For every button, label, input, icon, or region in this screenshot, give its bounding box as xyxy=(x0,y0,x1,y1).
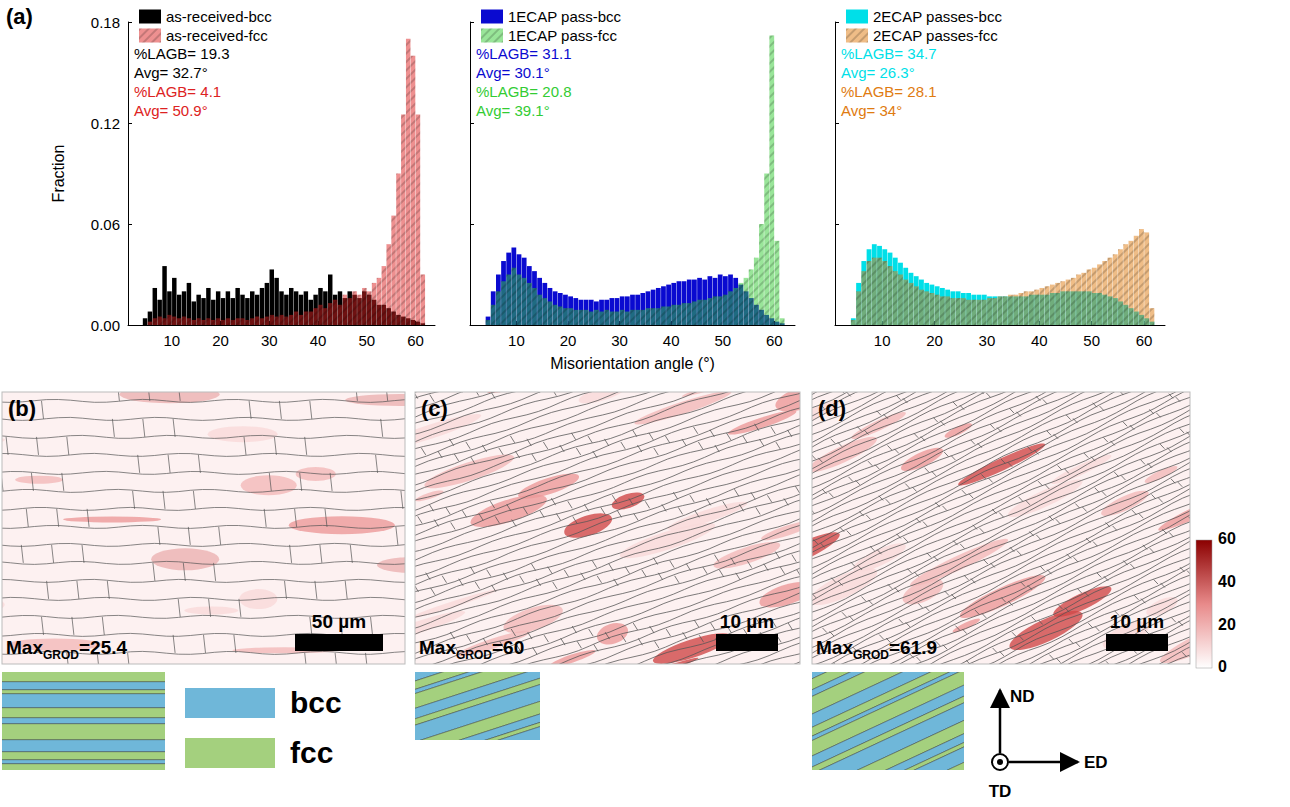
svg-text:as-received-bcc: as-received-bcc xyxy=(166,8,272,25)
svg-text:Avg= 32.7°: Avg= 32.7° xyxy=(134,64,208,81)
svg-text:Avg= 30.1°: Avg= 30.1° xyxy=(476,64,550,81)
svg-text:%LAGB= 28.1: %LAGB= 28.1 xyxy=(841,83,936,100)
svg-text:20: 20 xyxy=(212,332,229,349)
svg-text:50: 50 xyxy=(714,332,731,349)
svg-text:20: 20 xyxy=(560,332,577,349)
svg-text:MaxGROD=60: MaxGROD=60 xyxy=(419,637,524,662)
svg-text:(a): (a) xyxy=(6,4,33,29)
svg-text:20: 20 xyxy=(926,332,943,349)
svg-text:10: 10 xyxy=(164,332,181,349)
svg-text:40: 40 xyxy=(663,332,680,349)
svg-text:0.06: 0.06 xyxy=(91,216,120,233)
svg-text:(b): (b) xyxy=(8,396,36,421)
svg-text:Avg= 50.9°: Avg= 50.9° xyxy=(134,102,208,119)
svg-text:30: 30 xyxy=(979,332,996,349)
svg-text:10: 10 xyxy=(874,332,891,349)
svg-text:1ECAP pass-fcc: 1ECAP pass-fcc xyxy=(508,27,617,44)
svg-text:(c): (c) xyxy=(421,396,448,421)
svg-text:30: 30 xyxy=(261,332,278,349)
svg-text:60: 60 xyxy=(407,332,424,349)
svg-text:MaxGROD=25.4: MaxGROD=25.4 xyxy=(6,637,127,662)
svg-text:60: 60 xyxy=(1136,332,1153,349)
svg-text:0.12: 0.12 xyxy=(91,115,120,132)
svg-text:%LAGB= 34.7: %LAGB= 34.7 xyxy=(841,45,936,62)
svg-text:ED: ED xyxy=(1084,753,1108,772)
svg-text:10: 10 xyxy=(508,332,525,349)
svg-text:50: 50 xyxy=(358,332,375,349)
svg-text:MaxGROD=61.9: MaxGROD=61.9 xyxy=(816,637,937,662)
svg-text:20: 20 xyxy=(1218,616,1236,633)
svg-text:2ECAP passes-bcc: 2ECAP passes-bcc xyxy=(873,8,1002,25)
svg-text:40: 40 xyxy=(1031,332,1048,349)
svg-text:%LAGB= 31.1: %LAGB= 31.1 xyxy=(476,45,571,62)
svg-text:60: 60 xyxy=(766,332,783,349)
svg-text:%LAGB= 19.3: %LAGB= 19.3 xyxy=(134,45,229,62)
svg-text:Misorientation angle (°): Misorientation angle (°) xyxy=(550,355,715,372)
svg-text:Fraction: Fraction xyxy=(50,145,67,203)
svg-text:40: 40 xyxy=(310,332,327,349)
svg-text:0.18: 0.18 xyxy=(91,14,120,31)
svg-text:0: 0 xyxy=(1218,658,1227,675)
svg-text:Avg= 39.1°: Avg= 39.1° xyxy=(476,102,550,119)
svg-text:10 µm: 10 µm xyxy=(1110,611,1164,632)
svg-text:Avg= 34°: Avg= 34° xyxy=(841,102,902,119)
svg-text:bcc: bcc xyxy=(290,686,342,719)
svg-text:Avg= 26.3°: Avg= 26.3° xyxy=(841,64,915,81)
svg-text:40: 40 xyxy=(1218,573,1236,590)
svg-text:0.00: 0.00 xyxy=(91,317,120,334)
svg-text:fcc: fcc xyxy=(290,736,333,769)
svg-text:(d): (d) xyxy=(818,396,846,421)
svg-text:as-received-fcc: as-received-fcc xyxy=(166,27,268,44)
svg-text:2ECAP passes-fcc: 2ECAP passes-fcc xyxy=(873,27,998,44)
svg-text:TD: TD xyxy=(989,782,1012,801)
svg-text:50: 50 xyxy=(1083,332,1100,349)
svg-text:%LAGB= 20.8: %LAGB= 20.8 xyxy=(476,83,571,100)
svg-text:60: 60 xyxy=(1218,530,1236,547)
svg-text:1ECAP pass-bcc: 1ECAP pass-bcc xyxy=(508,8,622,25)
svg-text:ND: ND xyxy=(1010,687,1035,706)
svg-text:10 µm: 10 µm xyxy=(720,611,774,632)
svg-text:%LAGB= 4.1: %LAGB= 4.1 xyxy=(134,83,221,100)
svg-text:50 µm: 50 µm xyxy=(312,611,366,632)
svg-text:30: 30 xyxy=(611,332,628,349)
